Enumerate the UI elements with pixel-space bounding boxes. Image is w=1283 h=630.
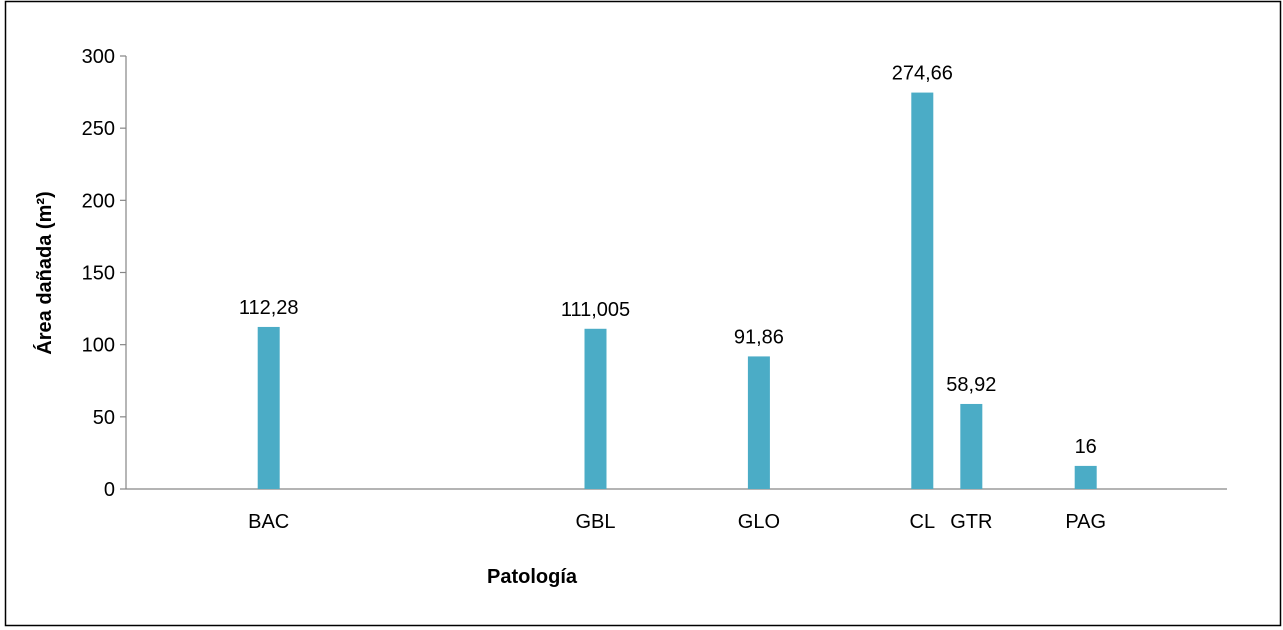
- x-tick-label: BAC: [248, 511, 289, 533]
- bar-value-label: 58,92: [946, 374, 996, 396]
- bar-value-label: 16: [1075, 436, 1097, 458]
- y-tick-label: 100: [82, 335, 115, 357]
- y-tick-label: 300: [82, 46, 115, 68]
- y-tick-label: 250: [82, 118, 115, 140]
- y-tick-label: 200: [82, 190, 115, 212]
- y-tick-label: 50: [93, 407, 115, 429]
- y-tick-label: 0: [104, 479, 115, 501]
- x-tick-label: GBL: [575, 511, 615, 533]
- bar-value-label: 274,66: [892, 63, 953, 85]
- y-axis: 0 50 100 150 200 250 300: [82, 46, 127, 501]
- x-tick-label: GLO: [738, 511, 780, 533]
- chart-border: [4, 0, 1282, 627]
- data-labels: 112,28 111,005 91,86 274,66 58,92 16: [239, 63, 1097, 458]
- x-tick-label: CL: [910, 511, 936, 533]
- bar: [960, 403, 983, 489]
- bar: [584, 328, 607, 489]
- x-tick-label: GTR: [950, 511, 992, 533]
- x-tick-label: PAG: [1065, 511, 1106, 533]
- y-tick-label: 150: [82, 263, 115, 285]
- bar: [257, 326, 280, 489]
- y-axis-title: Área dañada (m²): [33, 191, 56, 354]
- bar-value-label: 111,005: [561, 299, 630, 321]
- bar-value-label: 112,28: [239, 297, 299, 319]
- bar: [911, 92, 934, 489]
- x-axis-title: Patología: [487, 566, 578, 588]
- x-axis: BAC GBL GLO CL GTR PAG: [126, 488, 1227, 533]
- bar-series: [257, 92, 1097, 489]
- bar: [747, 356, 770, 489]
- bar: [1074, 465, 1097, 489]
- bar-value-label: 91,86: [734, 326, 784, 348]
